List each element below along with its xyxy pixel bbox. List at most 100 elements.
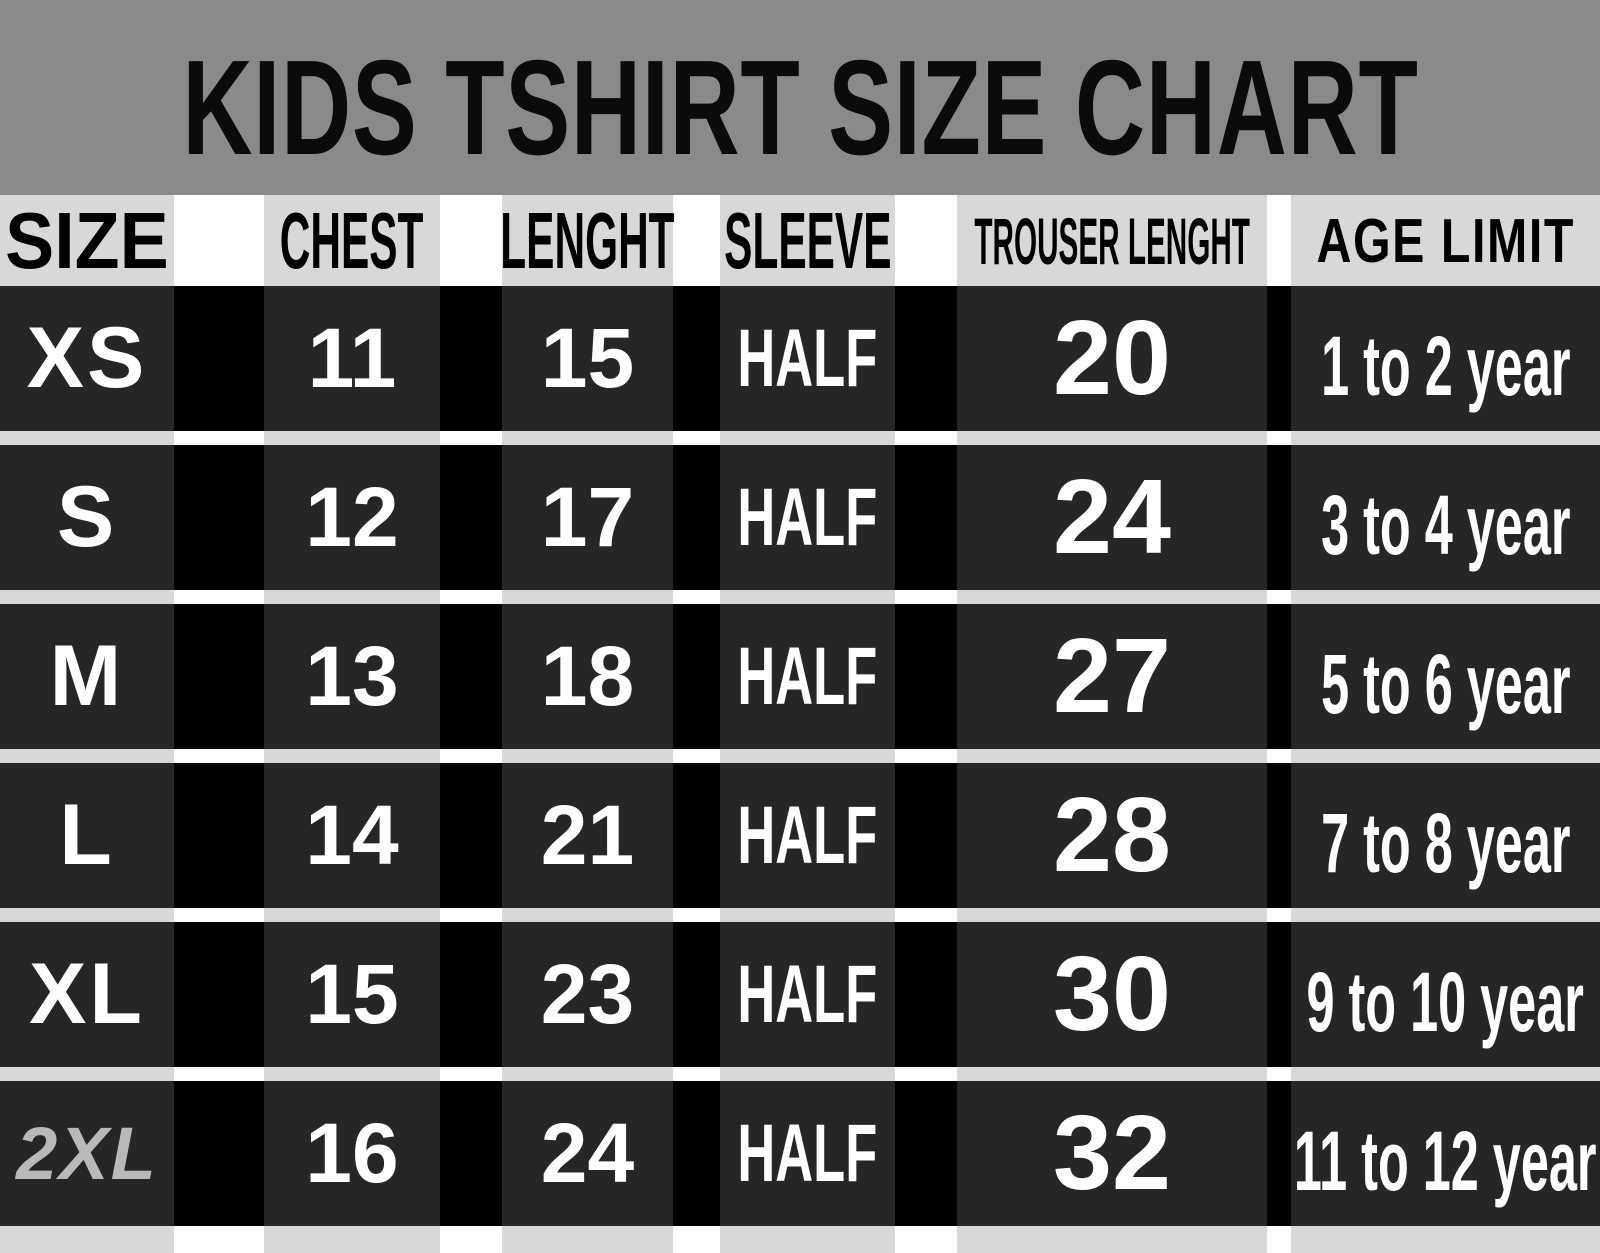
title-band: KIDS TSHIRT SIZE CHART bbox=[0, 0, 1600, 195]
age-limit-value: 1 to 2 year bbox=[1320, 319, 1571, 413]
separator-segment bbox=[0, 1067, 174, 1081]
separator-segment bbox=[1291, 1067, 1600, 1081]
separator-segment bbox=[720, 1067, 895, 1081]
header-label-age-limit: AGE LIMIT bbox=[1316, 206, 1575, 276]
separator-segment bbox=[1291, 1226, 1600, 1253]
trouser-lenght-cell: 20 bbox=[957, 286, 1267, 431]
lenght-cell: 23 bbox=[502, 922, 673, 1067]
separator-segment bbox=[957, 749, 1267, 763]
lenght-cell: 17 bbox=[502, 445, 673, 590]
sleeve-value: HALF bbox=[737, 789, 878, 881]
separator-segment bbox=[502, 431, 673, 445]
chest-value: 15 bbox=[305, 947, 399, 1041]
row-separator bbox=[0, 431, 1600, 445]
trouser-lenght-value: 32 bbox=[1053, 1094, 1171, 1212]
row-xl: XL 15 23 HALF 30 9 to 10 year bbox=[0, 922, 1600, 1067]
chest-cell: 15 bbox=[264, 922, 440, 1067]
separator-segment bbox=[264, 1226, 440, 1253]
separator-segment bbox=[502, 749, 673, 763]
row-xs: XS 11 15 HALF 20 1 to 2 year bbox=[0, 286, 1600, 431]
trouser-lenght-cell: 32 bbox=[957, 1081, 1267, 1226]
separator-segment bbox=[957, 431, 1267, 445]
trouser-lenght-cell: 24 bbox=[957, 445, 1267, 590]
sleeve-cell: HALF bbox=[720, 445, 895, 590]
lenght-value: 23 bbox=[540, 947, 635, 1041]
sleeve-cell: HALF bbox=[720, 1081, 895, 1226]
separator-segment bbox=[1291, 590, 1600, 604]
separator-segment bbox=[264, 431, 440, 445]
header-cell-chest: CHEST bbox=[264, 195, 440, 287]
trouser-lenght-cell: 27 bbox=[957, 604, 1267, 749]
size-cell: 2XL bbox=[0, 1081, 174, 1226]
age-limit-value: 7 to 8 year bbox=[1320, 796, 1571, 890]
row-l: L 14 21 HALF 28 7 to 8 year bbox=[0, 763, 1600, 908]
sleeve-value: HALF bbox=[737, 471, 878, 563]
row-m: M 13 18 HALF 27 5 to 6 year bbox=[0, 604, 1600, 749]
separator-segment bbox=[1291, 749, 1600, 763]
row-separator bbox=[0, 908, 1600, 922]
sleeve-value: HALF bbox=[737, 948, 878, 1040]
separator-segment bbox=[720, 590, 895, 604]
sleeve-cell: HALF bbox=[720, 763, 895, 908]
header-cell-size: SIZE bbox=[0, 195, 174, 287]
row-s: S 12 17 HALF 24 3 to 4 year bbox=[0, 445, 1600, 590]
trouser-lenght-cell: 28 bbox=[957, 763, 1267, 908]
chest-value: 16 bbox=[305, 1106, 399, 1200]
lenght-value: 15 bbox=[540, 311, 635, 405]
trouser-lenght-cell: 30 bbox=[957, 922, 1267, 1067]
header-label-chest: CHEST bbox=[280, 196, 424, 285]
separator-segment bbox=[0, 431, 174, 445]
separator-segment bbox=[0, 590, 174, 604]
chest-value: 11 bbox=[307, 311, 397, 405]
trouser-lenght-value: 30 bbox=[1053, 935, 1171, 1053]
page-title: KIDS TSHIRT SIZE CHART bbox=[181, 32, 1419, 183]
size-cell: XS bbox=[0, 286, 174, 431]
header-cell-trouser-lenght: TROUSER LENGHT bbox=[957, 195, 1267, 287]
header-row: SIZE CHEST LENGHT SLEEVE TROUSER LENGHT … bbox=[0, 195, 1600, 287]
size-label: M bbox=[49, 628, 125, 724]
trouser-lenght-value: 27 bbox=[1053, 617, 1171, 735]
separator-segment bbox=[264, 1067, 440, 1081]
row-separator bbox=[0, 749, 1600, 763]
separator-segment bbox=[1291, 431, 1600, 445]
sleeve-cell: HALF bbox=[720, 286, 895, 431]
age-limit-value: 11 to 12 year bbox=[1294, 1114, 1597, 1208]
header-cell-sleeve: SLEEVE bbox=[720, 195, 895, 287]
age-limit-cell: 3 to 4 year bbox=[1291, 445, 1600, 590]
size-cell: L bbox=[0, 763, 174, 908]
header-label-size: SIZE bbox=[5, 196, 169, 285]
header-cell-age-limit: AGE LIMIT bbox=[1291, 195, 1600, 287]
chest-cell: 12 bbox=[264, 445, 440, 590]
bottom-strip bbox=[0, 1226, 1600, 1253]
chest-cell: 16 bbox=[264, 1081, 440, 1226]
trouser-lenght-value: 24 bbox=[1053, 458, 1171, 576]
lenght-value: 24 bbox=[540, 1106, 635, 1200]
age-limit-cell: 7 to 8 year bbox=[1291, 763, 1600, 908]
chest-value: 13 bbox=[305, 629, 399, 723]
separator-segment bbox=[0, 908, 174, 922]
lenght-value: 21 bbox=[540, 788, 635, 882]
chest-cell: 13 bbox=[264, 604, 440, 749]
sleeve-value: HALF bbox=[737, 630, 878, 722]
chest-value: 12 bbox=[305, 470, 399, 564]
chest-value: 14 bbox=[305, 788, 399, 882]
size-label: XL bbox=[29, 946, 145, 1042]
age-limit-value: 9 to 10 year bbox=[1306, 955, 1585, 1049]
row-separator bbox=[0, 590, 1600, 604]
separator-segment bbox=[957, 908, 1267, 922]
header-label-lenght: LENGHT bbox=[500, 196, 675, 285]
header-label-sleeve: SLEEVE bbox=[723, 196, 892, 285]
separator-segment bbox=[720, 431, 895, 445]
trouser-lenght-value: 28 bbox=[1053, 776, 1171, 894]
age-limit-cell: 1 to 2 year bbox=[1291, 286, 1600, 431]
lenght-cell: 21 bbox=[502, 763, 673, 908]
separator-segment bbox=[264, 908, 440, 922]
lenght-cell: 24 bbox=[502, 1081, 673, 1226]
separator-segment bbox=[957, 1067, 1267, 1081]
row-2xl: 2XL 16 24 HALF 32 11 to 12 year bbox=[0, 1081, 1600, 1226]
chest-cell: 14 bbox=[264, 763, 440, 908]
separator-segment bbox=[720, 749, 895, 763]
separator-segment bbox=[957, 590, 1267, 604]
size-cell: M bbox=[0, 604, 174, 749]
